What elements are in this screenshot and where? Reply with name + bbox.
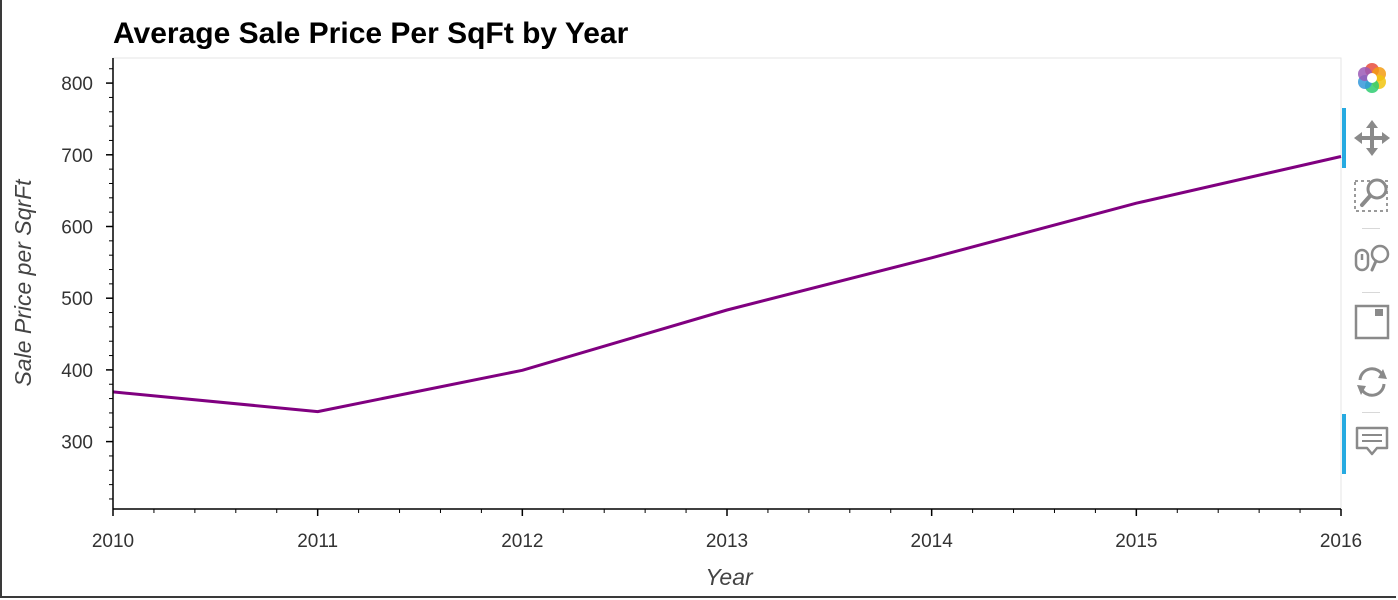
y-tick-label: 400 (61, 361, 93, 382)
hover-active-indicator (1342, 414, 1346, 474)
bokeh-logo-icon (1358, 63, 1386, 93)
x-tick-label: 2013 (706, 531, 748, 552)
series-line (112, 155, 1342, 414)
save-tool-button[interactable] (1352, 302, 1392, 342)
hover-tooltip-icon (1355, 426, 1389, 456)
toolbar-separator (1362, 292, 1380, 293)
x-tick-label: 2015 (1115, 531, 1157, 552)
x-axis: 2010 2011 2012 2013 2014 2015 2016 (92, 508, 1362, 552)
y-tick-label: 800 (61, 74, 93, 95)
reset-icon (1357, 367, 1387, 397)
x-tick-label: 2010 (92, 531, 134, 552)
wheel-zoom-icon (1354, 244, 1390, 272)
plot-border (112, 57, 1342, 510)
save-icon (1354, 304, 1390, 340)
x-tick-label: 2012 (501, 531, 543, 552)
chart-toolbar (1340, 52, 1398, 482)
pan-tool-button[interactable] (1352, 118, 1392, 158)
reset-tool-button[interactable] (1352, 362, 1392, 402)
chart-title: Average Sale Price Per SqFt by Year (113, 17, 629, 50)
box-zoom-tool-button[interactable] (1352, 174, 1392, 214)
y-tick-label: 500 (61, 289, 93, 310)
y-tick-label: 300 (61, 433, 93, 454)
x-tick-label: 2011 (297, 531, 338, 552)
x-tick-label: 2014 (911, 531, 954, 552)
y-axis: 300 400 500 600 700 800 (61, 58, 114, 509)
pan-move-icon (1354, 120, 1390, 156)
box-zoom-icon (1354, 178, 1388, 212)
y-axis-label: Sale Price per SqrFt (10, 178, 36, 387)
plot-area[interactable] (110, 57, 1344, 510)
y-tick-label: 700 (61, 146, 93, 167)
pan-active-indicator (1342, 108, 1346, 168)
bokeh-logo[interactable] (1352, 58, 1392, 98)
y-tick-label: 600 (61, 217, 93, 238)
toolbar-separator (1362, 412, 1380, 413)
x-axis-label: Year (705, 564, 754, 590)
wheel-zoom-tool-button[interactable] (1352, 238, 1392, 278)
x-tick-label: 2016 (1320, 531, 1362, 552)
toolbar-separator (1362, 228, 1380, 229)
hover-tool-button[interactable] (1352, 422, 1392, 462)
